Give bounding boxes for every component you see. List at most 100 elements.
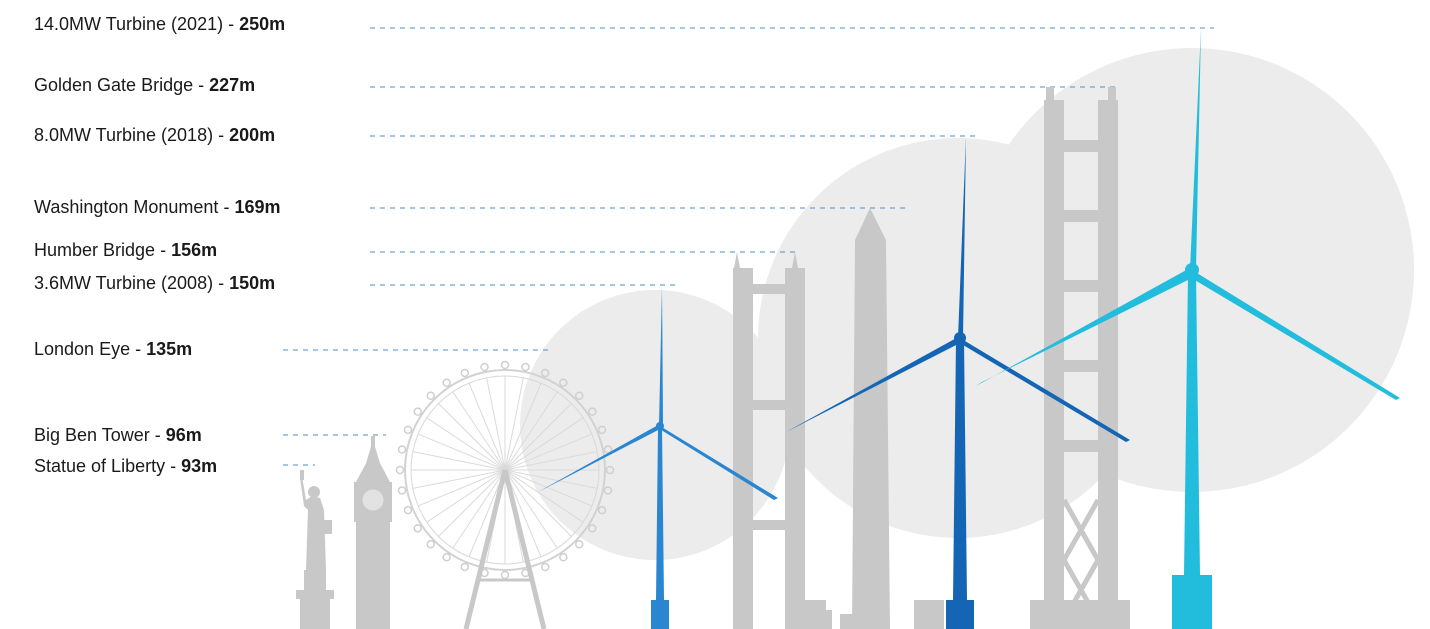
london-eye-spoke <box>504 469 598 489</box>
london-eye-pod <box>442 378 451 387</box>
label-name: London Eye <box>34 339 131 359</box>
label-name: 3.6MW Turbine (2008) <box>34 273 214 293</box>
london-eye-pod <box>460 562 470 572</box>
label-value: 135m <box>146 339 193 359</box>
label-separator: - <box>130 339 147 359</box>
london-eye-spoke <box>412 451 506 471</box>
london-eye-spoke <box>468 382 506 471</box>
label-separator: - <box>165 456 182 476</box>
london-eye <box>395 360 615 629</box>
turbine-3-6mw <box>538 286 778 629</box>
label-name: Statue of Liberty <box>34 456 166 476</box>
turbine-14mw <box>976 28 1400 629</box>
london-eye-pod <box>603 486 613 495</box>
label-8mw-turbine: 8.0MW Turbine (2018) - 200m <box>34 124 275 146</box>
london-eye-pod <box>426 539 436 549</box>
label-washington-monument: Washington Monument - 169m <box>34 196 280 218</box>
label-name: Golden Gate Bridge <box>34 75 194 95</box>
label-3-6mw-turbine: 3.6MW Turbine (2008) - 150m <box>34 272 275 294</box>
london-eye-spoke <box>504 469 558 549</box>
washington-monument <box>820 208 944 629</box>
london-eye-pod <box>460 368 470 378</box>
label-name: Humber Bridge <box>34 240 156 260</box>
label-14mw-turbine: 14.0MW Turbine (2021) - 250m <box>34 13 285 35</box>
london-eye-pod <box>521 362 530 372</box>
label-statue-of-liberty: Statue of Liberty - 93m <box>34 455 217 477</box>
london-eye-pod <box>397 486 407 495</box>
london-eye-pod <box>588 524 597 533</box>
label-value: 169m <box>234 197 281 217</box>
london-eye-spoke <box>426 417 506 471</box>
london-eye-pod <box>403 505 413 515</box>
humber-bridge-tower <box>733 252 826 629</box>
london-eye-pod <box>500 360 510 370</box>
label-separator: - <box>193 75 210 95</box>
london-eye-pod <box>397 445 407 454</box>
london-eye-spoke <box>412 469 506 489</box>
london-eye-spoke <box>504 417 584 471</box>
london-eye-pod <box>442 553 451 562</box>
label-value: 227m <box>209 75 256 95</box>
label-value: 200m <box>229 125 276 145</box>
london-eye-spoke <box>486 377 506 471</box>
big-ben-tower <box>354 436 392 629</box>
london-eye-spoke <box>417 433 506 471</box>
london-eye-spoke <box>452 391 506 471</box>
london-eye-pod <box>605 465 615 475</box>
label-separator: - <box>149 425 166 445</box>
label-name: Big Ben Tower <box>34 425 150 445</box>
london-eye-spoke <box>504 469 584 523</box>
golden-gate-bridge-tower <box>1030 87 1130 629</box>
london-eye-spoke <box>438 403 506 471</box>
london-eye-pod <box>403 425 413 435</box>
london-eye-pod <box>540 368 550 378</box>
london-eye-pod <box>574 539 584 549</box>
small-turbine-sweep-circle <box>520 290 790 560</box>
label-humber-bridge: Humber Bridge - 156m <box>34 239 217 261</box>
label-name: Washington Monument <box>34 197 219 217</box>
label-name: 8.0MW Turbine (2018) <box>34 125 214 145</box>
london-eye-pod <box>480 362 489 372</box>
label-separator: - <box>218 197 235 217</box>
label-london-eye: London Eye - 135m <box>34 338 192 360</box>
london-eye-spoke <box>426 469 506 523</box>
label-value: 250m <box>239 14 286 34</box>
label-value: 156m <box>171 240 218 260</box>
label-value: 93m <box>181 456 218 476</box>
label-name: 14.0MW Turbine (2021) <box>34 14 224 34</box>
london-eye-spoke <box>504 382 542 471</box>
london-eye-spoke <box>438 469 506 537</box>
london-eye-pod <box>540 562 550 572</box>
london-eye-pod <box>597 505 607 515</box>
label-separator: - <box>155 240 172 260</box>
london-eye-pod <box>588 407 597 416</box>
london-eye-pod <box>559 553 568 562</box>
london-eye-spoke <box>452 469 506 549</box>
label-separator: - <box>223 14 240 34</box>
label-golden-gate: Golden Gate Bridge - 227m <box>34 74 255 96</box>
london-eye-pod <box>413 524 422 533</box>
london-eye-spoke <box>504 469 572 537</box>
london-eye-pod <box>500 570 510 580</box>
london-eye-pod <box>559 378 568 387</box>
london-eye-pod <box>574 391 584 401</box>
turbine-8mw <box>786 136 1130 629</box>
london-eye-spoke <box>504 433 593 471</box>
london-eye-spoke <box>504 469 593 507</box>
london-eye-spoke <box>504 377 524 471</box>
statue-of-liberty <box>296 470 334 629</box>
label-separator: - <box>213 125 230 145</box>
label-separator: - <box>213 273 230 293</box>
label-value: 150m <box>229 273 276 293</box>
london-eye-spoke <box>504 451 598 471</box>
london-eye-pod <box>597 425 607 435</box>
london-eye-spoke <box>504 391 558 471</box>
london-eye-pod <box>426 391 436 401</box>
london-eye-pod <box>395 465 405 475</box>
london-eye-pod <box>413 407 422 416</box>
leader-lines <box>283 27 1214 466</box>
london-eye-spoke <box>504 403 572 471</box>
label-big-ben: Big Ben Tower - 96m <box>34 424 202 446</box>
london-eye-spoke <box>417 469 506 507</box>
